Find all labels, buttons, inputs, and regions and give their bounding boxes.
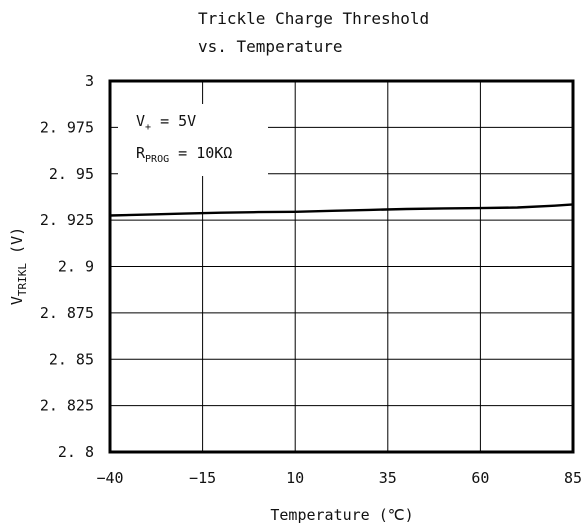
y-tick-label: 2. 8 — [58, 443, 94, 461]
chart-title-line2: vs. Temperature — [198, 37, 343, 56]
annotation-rprog: RPROG = 10KΩ — [136, 144, 232, 165]
annotation-box: V+ = 5V RPROG = 10KΩ — [118, 104, 268, 176]
annotation-background — [118, 104, 268, 176]
x-tick-labels: −40 −15 10 35 60 85 — [96, 469, 582, 487]
y-tick-label: 2. 9 — [58, 258, 94, 276]
y-tick-label: 3 — [85, 72, 94, 90]
y-tick-label: 2. 975 — [40, 118, 94, 136]
y-tick-label: 2. 85 — [49, 350, 94, 368]
y-tick-label: 2. 95 — [49, 165, 94, 183]
y-axis-label: VTRIKL (V) — [8, 227, 29, 305]
y-tick-label: 2. 875 — [40, 304, 94, 322]
x-tick-label: −15 — [189, 469, 216, 487]
plot-frame — [108, 79, 575, 454]
x-tick-label: 85 — [564, 469, 582, 487]
y-tick-labels: 2. 8 2. 825 2. 85 2. 875 2. 9 2. 925 2. 95 2. 9… — [40, 72, 94, 461]
series-layer — [109, 203, 574, 217]
x-tick-label: 10 — [286, 469, 304, 487]
x-tick-label: −40 — [96, 469, 123, 487]
x-axis-label: Temperature (℃) — [270, 506, 413, 524]
x-tick-label: 60 — [471, 469, 489, 487]
series-line — [109, 203, 574, 217]
chart-title-line1: Trickle Charge Threshold — [198, 9, 429, 28]
y-tick-label: 2. 925 — [40, 211, 94, 229]
annotation-vplus: V+ = 5V — [136, 112, 196, 133]
x-tick-label: 35 — [379, 469, 397, 487]
y-tick-label: 2. 825 — [40, 397, 94, 415]
